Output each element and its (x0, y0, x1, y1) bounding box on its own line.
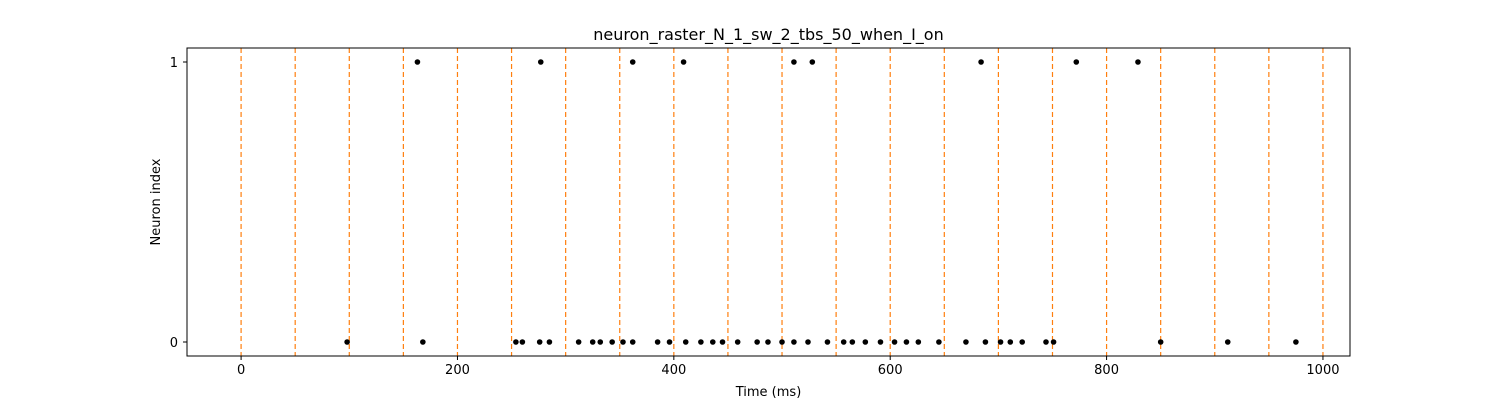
spike-point (680, 59, 687, 65)
spike-point (779, 339, 785, 345)
spike-point (840, 339, 847, 345)
spike-point (344, 339, 350, 345)
spike-point (978, 59, 984, 65)
plot-frame (186, 47, 1351, 357)
spike-point (765, 339, 771, 345)
spike-point (1007, 339, 1014, 345)
spike-point (629, 339, 636, 345)
stimulus-lines (240, 48, 1324, 356)
spike-point (1157, 339, 1164, 345)
spike-point (420, 339, 426, 345)
y-tick-label: 1 (170, 56, 178, 71)
spike-point (620, 339, 626, 345)
spike-point (903, 339, 910, 345)
spike-point (609, 339, 615, 345)
y-tick-label: 0 (170, 336, 178, 351)
spike-point (537, 59, 544, 65)
x-tick-label: 200 (445, 363, 470, 378)
y-axis-ticks: 01 (170, 56, 187, 351)
spike-point (682, 339, 689, 345)
spike-point (997, 339, 1004, 345)
spike-point (1050, 339, 1057, 345)
spike-point (936, 339, 942, 345)
spike-point (546, 339, 553, 345)
x-axis-label: Time (ms) (735, 385, 802, 400)
spike-point (1224, 339, 1231, 345)
spike-point (982, 339, 989, 345)
spike-point (849, 339, 856, 345)
spike-point (734, 339, 741, 345)
spike-point (1293, 339, 1299, 345)
spike-point (915, 339, 922, 345)
spike-point (891, 339, 898, 345)
spike-point (536, 339, 543, 345)
x-tick-label: 800 (1094, 363, 1119, 378)
spike-point (1135, 59, 1141, 65)
spike-points (344, 59, 1299, 345)
spike-point (719, 339, 726, 345)
spike-point (862, 339, 869, 345)
spike-point (791, 339, 797, 345)
spike-point (513, 339, 519, 345)
spike-point (666, 339, 673, 345)
spike-point (877, 339, 884, 345)
x-tick-label: 600 (878, 363, 903, 378)
spike-point (698, 339, 704, 345)
x-tick-label: 1000 (1306, 363, 1339, 378)
x-axis-ticks: 0 200 400 600 800 1000 (237, 356, 1340, 378)
spike-point (963, 339, 969, 345)
spike-point (709, 339, 716, 345)
spike-point (1073, 59, 1080, 65)
spike-point (589, 339, 596, 345)
spike-point (629, 59, 636, 65)
spike-point (654, 339, 661, 345)
spike-point (1019, 339, 1025, 345)
spike-point (1043, 339, 1049, 345)
spike-point (805, 339, 811, 345)
spike-point (791, 59, 797, 65)
spike-point (597, 339, 604, 345)
spike-point (519, 339, 526, 345)
spike-point (824, 339, 831, 345)
spike-point (575, 339, 582, 345)
spike-point (414, 59, 421, 65)
spike-point (754, 339, 760, 345)
y-axis-label: Neuron index (149, 158, 164, 245)
chart-title: neuron_raster_N_1_sw_2_tbs_50_when_I_on (593, 25, 943, 45)
x-tick-label: 0 (237, 363, 245, 378)
x-tick-label: 400 (661, 363, 686, 378)
spike-point (809, 59, 816, 65)
